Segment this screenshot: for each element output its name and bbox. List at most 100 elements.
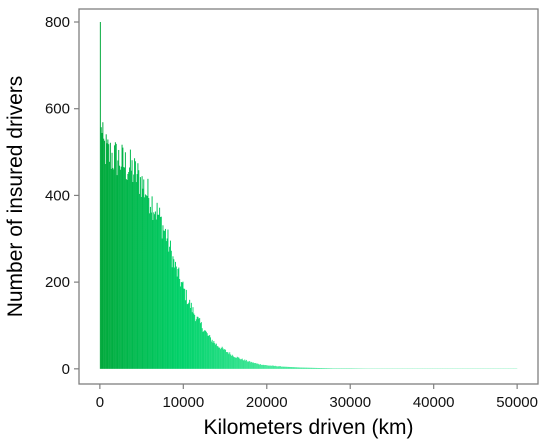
histogram-bar xyxy=(142,188,144,369)
histogram-bar xyxy=(218,347,220,369)
histogram-bar xyxy=(159,207,161,369)
histogram-bar xyxy=(108,144,110,369)
histogram-bar xyxy=(103,138,105,369)
histogram-bar xyxy=(117,160,119,369)
histogram-bar xyxy=(313,367,315,369)
histogram-bar xyxy=(260,364,262,369)
histogram-bar xyxy=(269,365,271,369)
histogram-bar xyxy=(250,361,252,369)
histogram-bar xyxy=(274,366,276,369)
histogram-bar xyxy=(206,333,208,369)
histogram-bar xyxy=(161,238,163,369)
histogram-bar xyxy=(114,145,116,369)
histogram-bar xyxy=(262,364,264,369)
histogram-bar xyxy=(160,216,162,369)
histogram-bar xyxy=(110,168,112,369)
histogram-bar xyxy=(246,361,248,369)
histogram-bar xyxy=(301,367,303,369)
histogram-bar xyxy=(266,365,268,369)
histogram-bar xyxy=(298,367,300,369)
histogram-bar xyxy=(129,149,131,369)
histogram-bar xyxy=(228,354,230,369)
histogram-bar xyxy=(133,174,135,369)
histogram-bar xyxy=(109,142,111,369)
histogram-bar xyxy=(205,331,207,369)
histogram-bar xyxy=(198,318,200,369)
histogram-bar xyxy=(224,349,226,369)
histogram-bar xyxy=(127,173,129,369)
histogram-bar xyxy=(171,267,173,369)
histogram-bar xyxy=(308,367,310,369)
histogram-bar xyxy=(219,347,221,369)
histogram-bar xyxy=(136,174,138,369)
histogram-bar xyxy=(230,354,232,369)
y-tick-label: 400 xyxy=(45,187,70,204)
histogram-bar xyxy=(241,358,243,369)
histogram-bar xyxy=(307,367,309,369)
x-axis-title: Kilometers driven (km) xyxy=(203,416,413,439)
histogram-bar xyxy=(305,367,307,369)
histogram-bar xyxy=(257,363,259,369)
histogram-bar xyxy=(324,368,326,369)
histogram-bar xyxy=(275,365,277,369)
histogram-bar xyxy=(148,198,150,369)
histogram-bar xyxy=(157,214,159,369)
histogram-bar xyxy=(131,160,133,369)
histogram-bar xyxy=(255,363,257,369)
histogram-bar xyxy=(283,366,285,369)
histogram-bar xyxy=(204,330,206,369)
histogram-bar xyxy=(168,251,170,369)
histogram-bar xyxy=(120,166,122,369)
histogram-bar xyxy=(134,158,136,369)
histogram-bar xyxy=(293,367,295,369)
histogram-bar xyxy=(285,366,287,369)
histogram-bar xyxy=(121,144,123,369)
histogram-bar xyxy=(270,365,272,369)
histogram-bar xyxy=(184,300,186,369)
histogram-bar xyxy=(277,366,279,369)
histogram-bar xyxy=(134,161,136,369)
histogram-bar xyxy=(227,352,229,369)
histogram-bar xyxy=(207,335,209,369)
histogram-bar xyxy=(99,22,101,369)
histogram-bar xyxy=(321,368,323,369)
histogram-bar xyxy=(124,152,126,369)
histogram-bar xyxy=(320,368,322,369)
histogram-bar xyxy=(265,365,267,369)
histogram-bar xyxy=(213,340,215,369)
histogram-bar xyxy=(172,256,174,369)
histogram-bar xyxy=(184,288,186,369)
histogram-bar xyxy=(119,165,121,369)
histogram-bar xyxy=(192,307,194,369)
histogram-bar xyxy=(193,313,195,369)
histogram-bar xyxy=(164,228,166,369)
histogram-bar xyxy=(145,195,147,369)
histogram-bar xyxy=(252,362,254,369)
histogram-bar xyxy=(169,240,171,369)
histogram-bar xyxy=(303,367,305,369)
histogram-bar xyxy=(253,363,255,369)
histogram-bar xyxy=(236,356,238,369)
x-tick-label: 0 xyxy=(96,394,104,411)
histogram-bar xyxy=(217,346,219,369)
histogram-bar xyxy=(170,250,172,369)
histogram-bar xyxy=(196,316,198,369)
histogram-bar xyxy=(284,366,286,369)
histogram-bar xyxy=(291,367,293,369)
histogram-bar xyxy=(319,368,321,369)
histogram-bar xyxy=(296,367,298,369)
histogram-bars xyxy=(99,22,518,369)
histogram-bar xyxy=(245,359,247,369)
histogram-bar xyxy=(174,261,176,369)
histogram-bar xyxy=(268,365,270,369)
histogram-bar xyxy=(292,367,294,369)
histogram-bar xyxy=(280,366,282,369)
histogram-bar xyxy=(280,366,282,369)
histogram-bar xyxy=(321,368,323,369)
histogram-bar xyxy=(119,169,121,369)
histogram-bar xyxy=(140,197,142,369)
histogram-bar xyxy=(144,194,146,369)
histogram-bar xyxy=(309,367,311,369)
histogram-bar xyxy=(152,219,154,369)
histogram-bar xyxy=(183,288,185,369)
